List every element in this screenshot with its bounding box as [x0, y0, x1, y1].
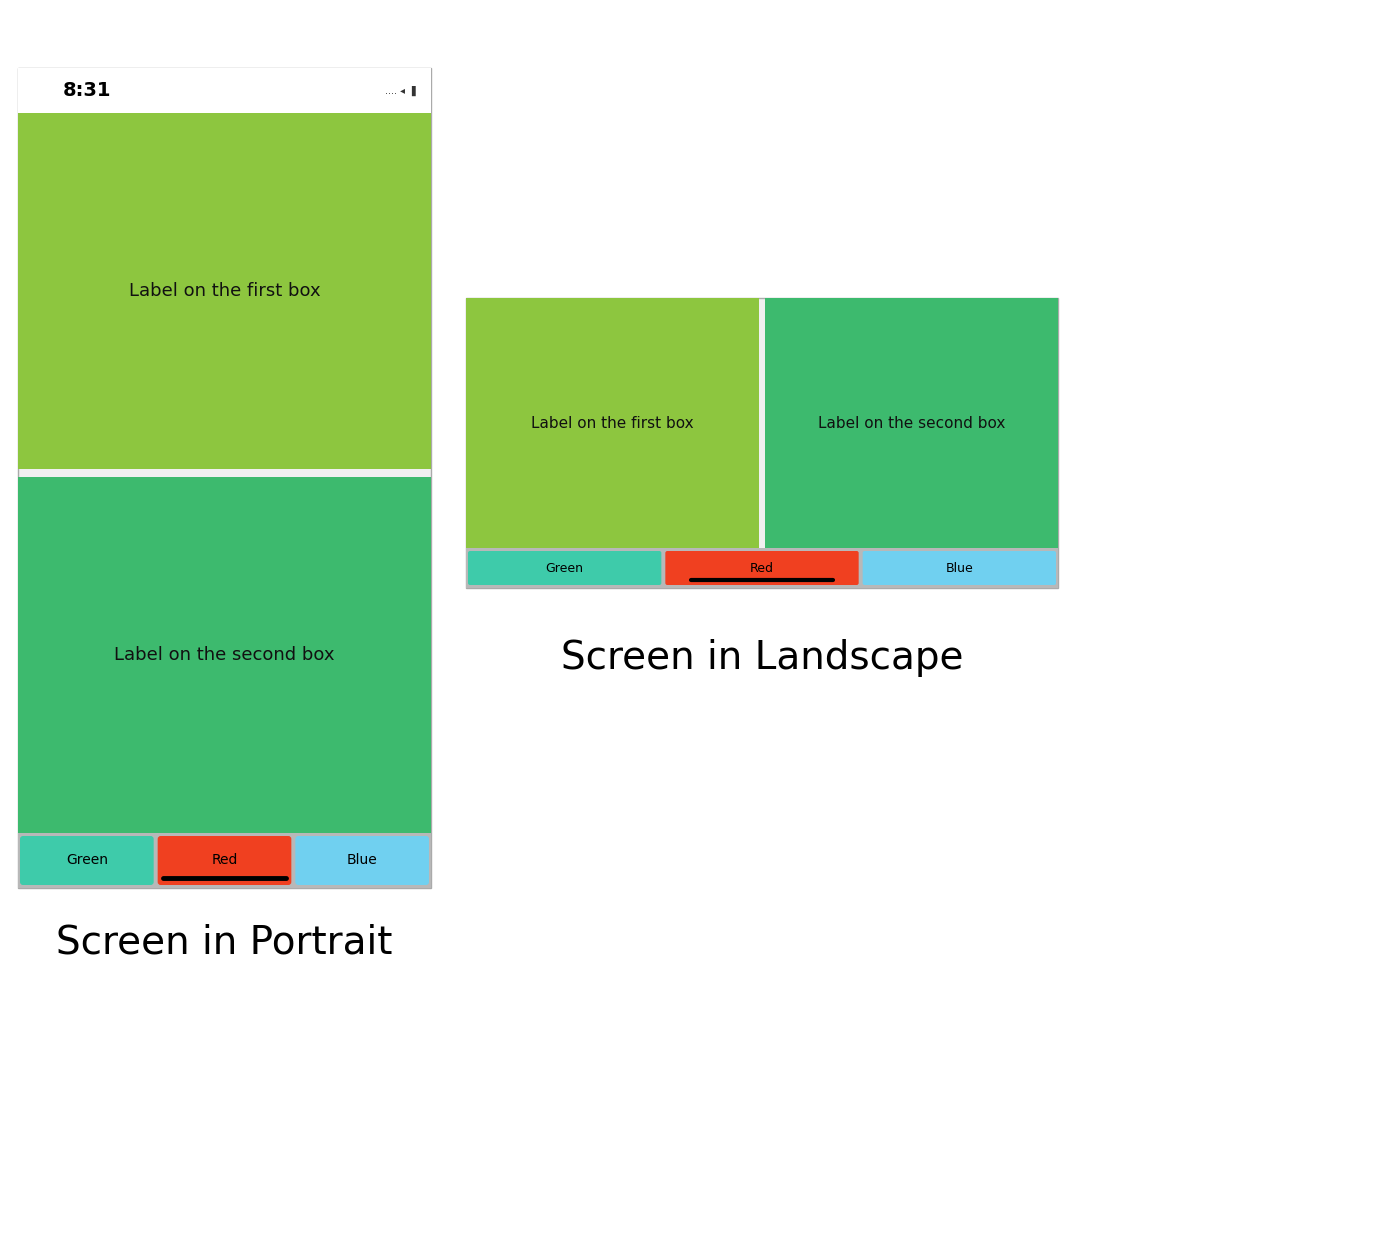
FancyBboxPatch shape: [295, 836, 428, 885]
Text: Label on the first box: Label on the first box: [129, 282, 321, 300]
Text: Screen in Portrait: Screen in Portrait: [56, 924, 392, 962]
Text: Green: Green: [66, 854, 108, 868]
Bar: [18, 113, 431, 469]
Bar: [18, 833, 431, 888]
FancyBboxPatch shape: [665, 551, 858, 586]
Text: Label on the first box: Label on the first box: [531, 415, 694, 430]
Text: Red: Red: [211, 854, 238, 868]
Bar: [18, 68, 431, 113]
Bar: [466, 298, 759, 548]
Text: Red: Red: [750, 562, 774, 574]
Bar: [466, 298, 1058, 588]
Text: Blue: Blue: [945, 562, 973, 574]
Bar: [764, 298, 1058, 548]
FancyBboxPatch shape: [20, 836, 154, 885]
Text: .... ◂ ▐: .... ◂ ▐: [385, 85, 416, 95]
FancyBboxPatch shape: [158, 836, 291, 885]
Text: Label on the second box: Label on the second box: [115, 646, 335, 665]
Text: Screen in Landscape: Screen in Landscape: [561, 640, 963, 677]
Text: Label on the second box: Label on the second box: [818, 415, 1005, 430]
Text: 8:31: 8:31: [63, 82, 112, 100]
FancyBboxPatch shape: [862, 551, 1056, 586]
Text: Green: Green: [546, 562, 584, 574]
Bar: [18, 68, 431, 888]
Bar: [466, 548, 1058, 588]
FancyBboxPatch shape: [468, 551, 661, 586]
Bar: [18, 477, 431, 833]
Text: Blue: Blue: [347, 854, 378, 868]
